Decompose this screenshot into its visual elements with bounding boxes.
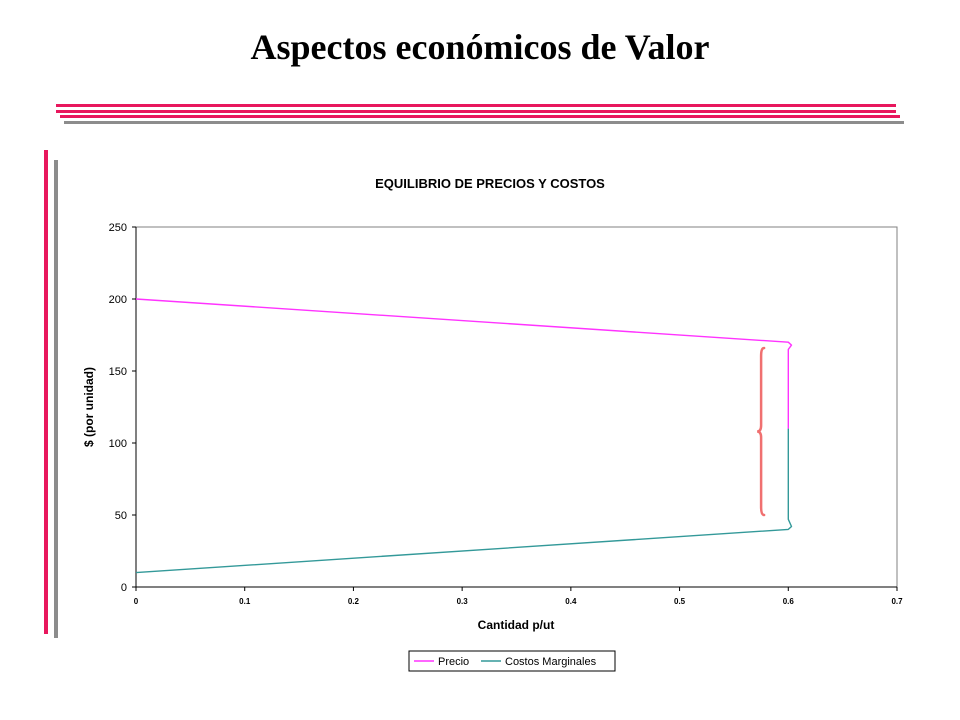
- slide-title: Aspectos económicos de Valor: [250, 27, 710, 67]
- annotation-layer: [756, 346, 766, 517]
- x-tick-label: 0.4: [565, 597, 577, 606]
- x-tick-label: 0.5: [674, 597, 686, 606]
- series-line-costos-marginales: [135, 428, 793, 574]
- legend-label-costos-marginales: Costos Marginales: [505, 656, 597, 668]
- y-tick-label: 100: [109, 438, 127, 450]
- title-rule-accent-2: [56, 110, 896, 113]
- chart-title: EQUILIBRIO DE PRECIOS Y COSTOS: [375, 176, 605, 191]
- y-tick-label: 0: [121, 582, 127, 594]
- left-bar-gray: [54, 160, 58, 638]
- y-tick-label: 150: [109, 366, 127, 378]
- series-line-precio: [135, 298, 793, 429]
- title-rule-accent-1: [56, 104, 896, 107]
- y-axis-title: $ (por unidad): [82, 367, 96, 447]
- left-bar-accent: [44, 150, 48, 634]
- x-tick-label: 0.6: [783, 597, 795, 606]
- x-axis-title: Cantidad p/ut: [478, 618, 555, 632]
- y-tick-label: 50: [115, 510, 127, 522]
- y-tick-label: 200: [109, 294, 127, 306]
- title-rule-gray: [64, 121, 904, 124]
- legend-label-precio: Precio: [438, 656, 469, 668]
- x-tick-label: 0.1: [239, 597, 251, 606]
- legend-box: [408, 650, 616, 672]
- x-tick-label: 0.2: [348, 597, 360, 606]
- title-rule-accent-3: [60, 115, 900, 118]
- series-layer: [135, 298, 793, 574]
- x-tick-label: 0.3: [457, 597, 469, 606]
- x-tick-label: 0: [134, 597, 139, 606]
- legend: Precio Costos Marginales: [408, 650, 616, 672]
- x-tick-label: 0.7: [891, 597, 903, 606]
- y-axis-ticks: 0 50 100 150 200 250: [109, 222, 136, 594]
- y-tick-label: 250: [109, 222, 127, 234]
- margin-brace: [756, 346, 766, 517]
- plot-area: [135, 226, 898, 588]
- x-axis-ticks: 0 0.1 0.2 0.3 0.4 0.5 0.6 0.7: [134, 587, 903, 606]
